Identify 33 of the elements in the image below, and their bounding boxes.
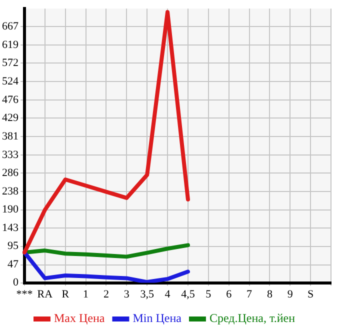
y-tick-label: 619 [2,38,19,51]
y-tick-label: 572 [2,57,18,70]
x-tick-label: 3 [124,288,130,300]
y-tick-label: 238 [2,185,19,198]
y-tick-label: 667 [2,20,19,33]
legend-label: Сред.Цена, т.йен [209,311,296,326]
y-tick-label: 381 [2,130,18,142]
y-tick-label: 143 [2,222,19,234]
x-tick-label: 6 [226,288,232,300]
x-tick-label: 4 [164,288,171,300]
x-tick-label: R [62,288,70,300]
x-tick-label: S [308,288,314,300]
legend-label: Min Цена [132,311,182,326]
x-tick-label: 9 [287,288,294,300]
y-tick-label: 286 [2,166,19,179]
y-tick-label: 333 [2,148,19,161]
y-tick-label: 190 [2,204,19,216]
y-tick-label: 0 [13,276,19,289]
y-tick-label: 429 [2,112,19,124]
y-tick-label: 47 [8,258,19,271]
y-tick-label: 476 [2,94,19,106]
x-tick-label: 5 [206,288,212,300]
x-tick-label: *** [16,288,33,300]
x-tick-label: RA [37,288,53,300]
x-tick-label: 8 [266,288,273,300]
x-tick-label: 3,5 [140,288,154,300]
y-tick-label: 524 [2,75,19,88]
y-tick-label: 95 [8,240,19,252]
legend-label: Max Цена [54,311,106,326]
x-tick-label: 7 [246,288,253,300]
x-tick-label: 1 [83,288,89,300]
x-tick-label: 2 [103,288,109,300]
x-tick-label: 4,5 [181,288,196,300]
